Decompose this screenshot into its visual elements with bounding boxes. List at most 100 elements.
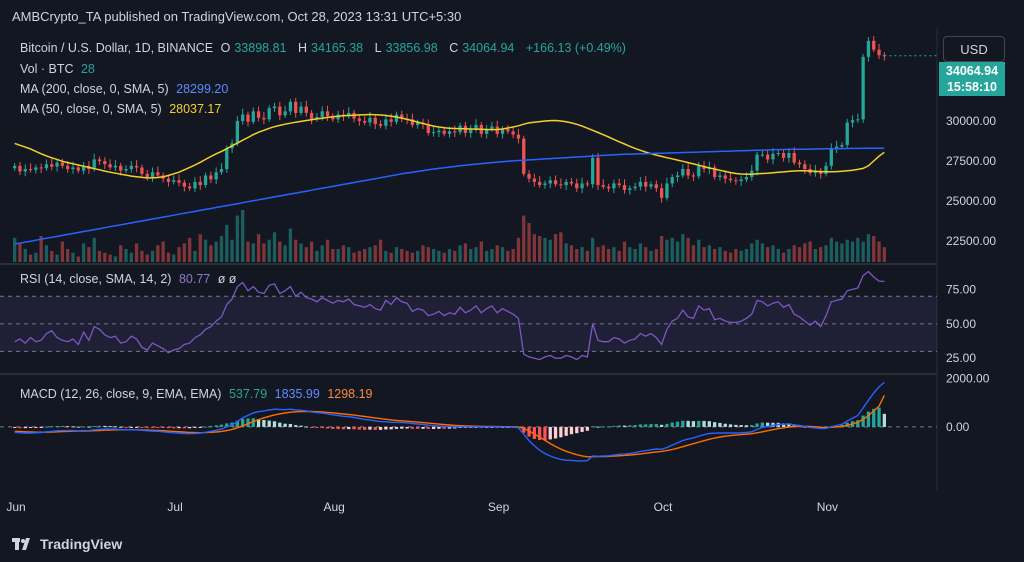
macd-histogram-bar	[564, 426, 568, 436]
symbol-name[interactable]: Bitcoin / U.S. Dollar, 1D, BINANCE	[20, 41, 214, 55]
candle-body	[299, 106, 303, 113]
macd-histogram-bar	[44, 426, 49, 428]
rsi-tick-label: 50.00	[946, 317, 976, 331]
candle-body	[34, 167, 38, 170]
volume-bar	[182, 243, 186, 262]
macd-histogram-bar	[363, 426, 367, 430]
candle-body	[44, 164, 49, 169]
ma50-label[interactable]: MA (50, close, 0, SMA, 5)	[20, 102, 162, 116]
macd-signal-line	[14, 395, 885, 458]
volume-bar	[739, 250, 743, 262]
macd-histogram-bar	[707, 421, 711, 427]
macd-histogram-bar	[405, 426, 409, 429]
macd-histogram-bar	[702, 420, 706, 427]
volume-bar	[622, 241, 627, 262]
macd-histogram-bar	[670, 422, 674, 427]
candle-body	[797, 162, 802, 165]
volume-bar	[469, 249, 473, 262]
candle-body	[182, 182, 186, 187]
symbol-legend: Bitcoin / U.S. Dollar, 1D, BINANCE O 3389…	[20, 41, 626, 55]
macd-histogram-bar	[320, 426, 324, 429]
macd-histogram-bar	[861, 415, 865, 427]
rsi-band	[0, 296, 937, 352]
volume-bar	[872, 236, 876, 262]
macd-histogram-bar	[426, 426, 430, 430]
volume-bar	[256, 234, 261, 262]
candle-body	[347, 112, 351, 117]
macd-histogram-bar	[188, 426, 192, 429]
volume-bars	[13, 210, 886, 262]
macd-histogram-bar	[378, 426, 383, 430]
macd-tick-label: 0.00	[946, 420, 970, 434]
candle-body	[177, 180, 181, 183]
ma200-label[interactable]: MA (200, close, 0, SMA, 5)	[20, 82, 169, 96]
candle-body	[145, 173, 149, 178]
macd-signal-value: 1298.19	[327, 387, 373, 401]
volume-bar	[882, 247, 886, 262]
candle-body	[538, 181, 542, 186]
candle-body	[744, 177, 749, 180]
candle-body	[872, 40, 876, 50]
volume-bar	[808, 241, 812, 262]
rsi-extra: ø ø	[217, 272, 237, 286]
candle-body	[288, 101, 293, 112]
currency-button[interactable]: USD	[943, 36, 1005, 62]
volume-bar	[474, 247, 478, 262]
volume-bar	[267, 239, 271, 262]
volume-bar	[702, 247, 706, 262]
volume-bar	[66, 249, 70, 262]
macd-histogram-bar	[241, 418, 245, 427]
candle-body	[792, 153, 796, 163]
volume-bar	[150, 250, 155, 262]
macd-histogram-bar	[543, 426, 547, 441]
macd-histogram-bar	[882, 413, 886, 427]
candle-body	[654, 184, 658, 189]
volume-bar	[553, 234, 558, 262]
candle-body	[516, 134, 521, 139]
candle-body	[877, 49, 881, 56]
candle-body	[119, 165, 123, 171]
candle-body	[246, 114, 250, 122]
macd-histogram-bar	[458, 426, 462, 428]
volume-bar	[495, 245, 499, 262]
volume-bar	[384, 250, 388, 262]
macd-histogram-bar	[644, 424, 648, 427]
candle-body	[66, 165, 70, 170]
candle-body	[856, 119, 860, 121]
candle-body	[108, 164, 112, 168]
macd-histogram-bar	[60, 425, 65, 427]
volume-bar	[251, 243, 255, 262]
macd-histogram-bar	[140, 426, 144, 428]
candle-body	[469, 129, 473, 133]
moving-averages	[14, 55, 937, 245]
macd-histogram-bar	[235, 420, 240, 427]
volume-label[interactable]: Vol · BTC	[20, 62, 74, 76]
volume-bar	[511, 249, 515, 262]
macd-histogram-bar	[272, 421, 277, 427]
macd-histogram-bar	[182, 426, 186, 429]
volume-bar	[516, 237, 521, 262]
tradingview-logo[interactable]: TradingView	[12, 536, 122, 552]
macd-histogram-bar	[601, 426, 605, 428]
candle-body	[71, 167, 75, 170]
candle-body	[320, 111, 324, 117]
macd-label[interactable]: MACD (12, 26, close, 9, EMA, EMA)	[20, 387, 222, 401]
macd-histogram-bar	[872, 408, 876, 427]
macd-histogram-bar	[124, 426, 128, 428]
volume-bar	[569, 245, 574, 262]
candle-body	[824, 165, 828, 174]
candle-body	[840, 145, 844, 147]
rsi-label[interactable]: RSI (14, close, SMA, 14, 2)	[20, 272, 172, 286]
candle-body	[781, 153, 786, 158]
macd-histogram-bar	[447, 426, 452, 429]
macd-histogram-bar	[553, 426, 558, 439]
candle-body	[760, 154, 765, 156]
candle-body	[134, 165, 139, 168]
macd-histogram-bar	[728, 424, 733, 427]
volume-bar	[781, 252, 786, 262]
macd-histogram-bar	[713, 422, 717, 427]
macd-histogram-bar	[591, 426, 595, 428]
macd-histogram-bar	[251, 418, 255, 427]
candle-body	[766, 154, 770, 160]
